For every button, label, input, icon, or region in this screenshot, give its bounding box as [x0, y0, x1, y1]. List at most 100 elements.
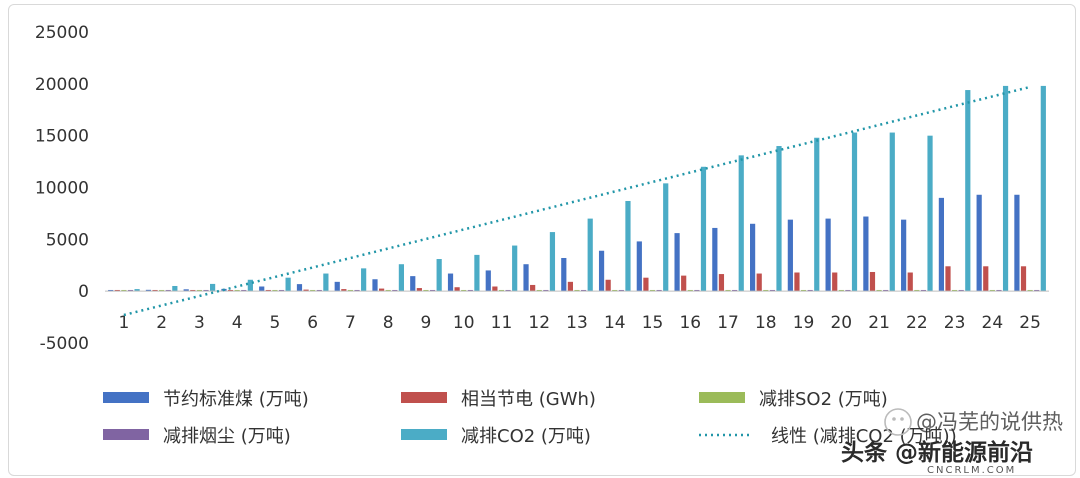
legend-swatch — [699, 392, 745, 403]
bar — [549, 232, 556, 292]
legend-swatch — [103, 392, 149, 403]
bar — [876, 289, 882, 292]
bar — [687, 289, 693, 292]
y-tick-label: -5000 — [40, 334, 89, 354]
x-tick-label: 16 — [679, 313, 701, 333]
x-tick-label: 11 — [491, 313, 513, 333]
legend-label: 减排CO2 (万吨) — [461, 426, 591, 447]
bar — [732, 289, 738, 292]
bar — [334, 281, 340, 292]
x-tick-label: 21 — [868, 313, 890, 333]
bar — [512, 245, 518, 292]
bar — [845, 289, 851, 292]
bar — [190, 289, 196, 292]
bar — [536, 289, 542, 292]
bar — [492, 286, 498, 292]
bar — [725, 289, 731, 292]
bar — [889, 132, 895, 292]
bar — [172, 285, 178, 292]
bar — [907, 272, 913, 292]
bar — [303, 289, 309, 292]
x-tick-label: 25 — [1019, 313, 1041, 333]
x-tick-label: 7 — [345, 313, 356, 333]
legend-swatch — [401, 429, 447, 440]
bar — [447, 273, 454, 292]
bar — [914, 289, 920, 292]
x-tick-label: 23 — [944, 313, 966, 333]
bar — [567, 281, 573, 292]
bar — [134, 289, 140, 292]
bar — [920, 289, 927, 292]
bar — [523, 264, 529, 292]
bar — [958, 289, 964, 292]
y-tick-label: 5000 — [46, 230, 89, 250]
x-tick-label: 18 — [755, 313, 777, 333]
bar — [1002, 85, 1009, 292]
bar — [674, 233, 680, 292]
bar — [392, 289, 398, 292]
bar — [436, 259, 442, 292]
x-tick-label: 3 — [194, 313, 205, 333]
bar — [787, 219, 793, 292]
bar — [310, 289, 316, 292]
bar — [241, 289, 247, 292]
bar — [159, 289, 165, 292]
bar — [756, 273, 762, 292]
bar — [203, 289, 209, 292]
bar — [863, 216, 869, 292]
y-tick-label: 0 — [78, 282, 89, 302]
bar — [561, 257, 567, 292]
bar — [938, 197, 944, 292]
bar — [738, 155, 744, 292]
bar — [776, 146, 782, 292]
bar — [183, 289, 189, 292]
bar — [354, 289, 360, 292]
bar — [794, 272, 800, 292]
bar — [347, 289, 354, 292]
bar — [983, 266, 989, 292]
bar — [108, 289, 114, 292]
bar — [385, 289, 391, 292]
bar — [718, 274, 725, 292]
bar — [883, 289, 889, 292]
bar — [316, 289, 322, 292]
bar — [285, 277, 291, 292]
bar — [145, 289, 152, 292]
x-tick-label: 13 — [566, 313, 588, 333]
bar — [1027, 289, 1033, 292]
x-tick-label: 15 — [642, 313, 664, 333]
bar — [498, 289, 505, 292]
bar — [945, 266, 951, 292]
bar — [989, 289, 995, 292]
bar — [996, 289, 1002, 292]
watermark: @冯芜的说供热 头条 @新能源前沿 CNCRLM.COM — [841, 408, 1063, 475]
bar — [196, 289, 202, 292]
bar — [587, 218, 593, 292]
x-tick-label: 22 — [906, 313, 928, 333]
bar — [598, 250, 605, 292]
x-tick-label: 12 — [528, 313, 550, 333]
bar — [1020, 266, 1027, 292]
bar — [530, 284, 536, 292]
watermark-line3: CNCRLM.COM — [927, 465, 1016, 475]
bar — [869, 271, 876, 292]
bar — [838, 289, 844, 292]
legend-swatch — [103, 429, 149, 440]
bar — [429, 289, 436, 292]
bar — [927, 135, 933, 292]
bar — [656, 289, 662, 292]
bar — [1034, 289, 1040, 292]
bar — [581, 289, 587, 292]
chart-frame: -5000 0 5000 10000 15000 20000 25000 1 2 3 4 5 6 7 8 9 1… — [8, 4, 1076, 476]
bar — [681, 275, 687, 292]
bar — [636, 241, 642, 292]
x-tick-label: 24 — [982, 313, 1004, 333]
legend-label: 相当节电 (GWh) — [461, 389, 596, 410]
bar — [625, 200, 631, 292]
bar — [663, 183, 669, 292]
bar — [121, 289, 127, 292]
bar — [361, 268, 367, 292]
y-tick-label: 10000 — [35, 179, 89, 199]
bar — [832, 272, 838, 292]
bar — [467, 289, 473, 292]
